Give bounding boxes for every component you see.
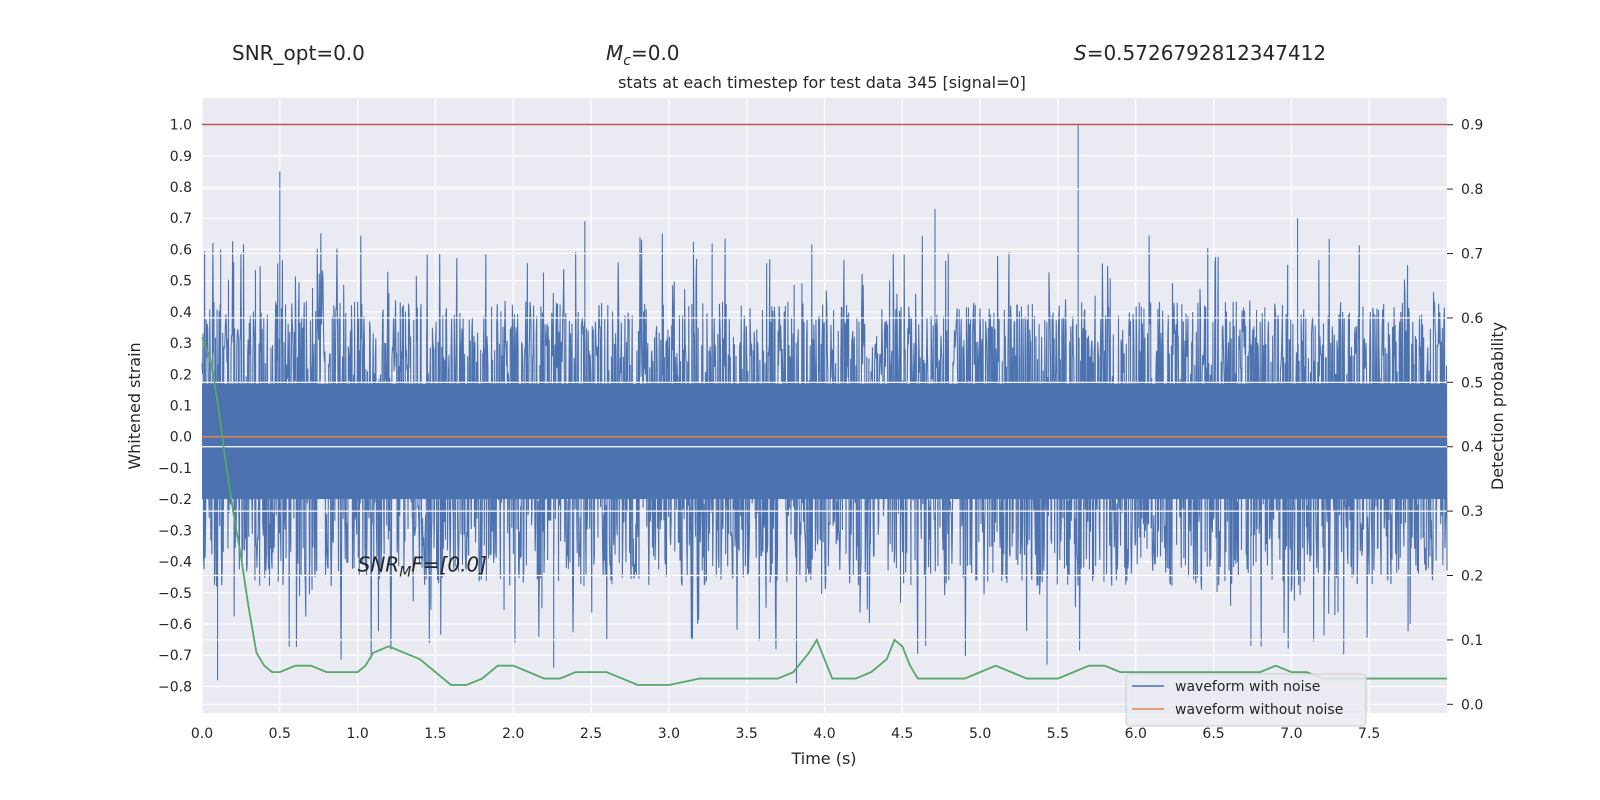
x-tick-label: 0.5 xyxy=(269,726,291,742)
y-tick-label: −0.1 xyxy=(158,461,192,477)
mc-symbol: M xyxy=(606,41,623,65)
legend: waveform with noise waveform without noi… xyxy=(1125,673,1367,727)
x-tick-label: 6.0 xyxy=(1125,726,1147,742)
snr-mf-rest: F=[0.0] xyxy=(411,553,487,577)
s-symbol: S xyxy=(1074,41,1087,65)
y2-tick-label: 0.8 xyxy=(1461,182,1483,198)
x-tick-label: 2.5 xyxy=(580,726,602,742)
x-tick-label: 5.5 xyxy=(1047,726,1069,742)
x-tick-label: 5.0 xyxy=(969,726,991,742)
y-tick-label: −0.2 xyxy=(158,492,192,508)
x-axis-ticks: 0.0 0.5 1.0 1.5 2.0 2.5 3.0 3.5 4.0 4.5 5.0 5.5 6.0 6… xyxy=(191,726,1380,742)
y2-tick-label: 0.1 xyxy=(1461,633,1483,649)
y-tick-label: 0.2 xyxy=(170,367,192,383)
y2-tick-label: 0.0 xyxy=(1461,697,1483,713)
x-tick-label: 3.5 xyxy=(736,726,758,742)
y2-tick-label: 0.7 xyxy=(1461,247,1483,263)
chart-title: stats at each timestep for test data 345… xyxy=(618,73,1026,92)
x-tick-label: 0.0 xyxy=(191,726,213,742)
x-tick-label: 4.0 xyxy=(813,726,835,742)
y-tick-label: 0.0 xyxy=(170,430,192,446)
y2-tick-label: 0.6 xyxy=(1461,311,1483,327)
x-tick-label: 7.0 xyxy=(1280,726,1302,742)
mc-subscript: c xyxy=(623,53,631,69)
y-tick-label: −0.3 xyxy=(158,523,192,539)
y-tick-label: 0.3 xyxy=(170,336,192,352)
snr-mf-sub: M xyxy=(399,565,411,581)
x-tick-label: 4.5 xyxy=(891,726,913,742)
mc-value: =0.0 xyxy=(631,41,680,65)
detection-probability-line xyxy=(201,336,1447,686)
snr-opt-label: SNR_opt=0.0 xyxy=(232,41,365,65)
y2-tick-label: 0.4 xyxy=(1461,440,1483,456)
legend-label-clean: waveform without noise xyxy=(1175,702,1343,718)
y-tick-label: −0.4 xyxy=(158,555,192,571)
x-tick-label: 1.5 xyxy=(424,726,446,742)
snr-mf-annotation: SNRMF=[0.0] xyxy=(358,553,487,581)
legend-label-noise: waveform with noise xyxy=(1175,679,1320,695)
y-tick-label: −0.7 xyxy=(158,648,192,664)
x-tick-label: 3.0 xyxy=(658,726,680,742)
y-tick-label: 1.0 xyxy=(170,118,192,134)
y2-tick-label: 0.2 xyxy=(1461,569,1483,585)
y-axis-ticks: 1.0 0.9 0.8 0.7 0.6 0.5 0.4 0.3 0.2 0.1 0.0 −0.1 −0.… xyxy=(158,118,192,696)
y-tick-label: −0.5 xyxy=(158,586,192,602)
y2-axis-label: Detection probability xyxy=(1488,322,1507,490)
s-value: =0.5726792812347412 xyxy=(1087,41,1326,65)
y2-tick-label: 0.3 xyxy=(1461,504,1483,520)
x-axis-label: Time (s) xyxy=(790,749,856,768)
y-tick-label: 0.6 xyxy=(170,242,192,258)
y-tick-label: 0.1 xyxy=(170,399,192,415)
noise-waveform-series xyxy=(201,124,1448,684)
chirp-mass-label: Mc=0.0 xyxy=(606,41,680,69)
detection-score-label: S=0.5726792812347412 xyxy=(1074,41,1326,65)
snr-mf-base: SNR xyxy=(358,553,400,577)
y2-tick-label: 0.5 xyxy=(1461,375,1483,391)
noise-waveform-core xyxy=(202,383,1447,500)
y-tick-label: 0.7 xyxy=(170,211,192,227)
y-tick-label: −0.8 xyxy=(158,679,192,695)
x-tick-label: 1.0 xyxy=(346,726,368,742)
x-tick-label: 6.5 xyxy=(1202,726,1224,742)
x-tick-label: 2.0 xyxy=(502,726,524,742)
y-axis-label: Whitened strain xyxy=(125,342,144,469)
y-tick-label: 0.9 xyxy=(170,149,192,165)
y-tick-label: −0.6 xyxy=(158,617,192,633)
legend-box xyxy=(1125,673,1367,727)
y-tick-label: 0.5 xyxy=(170,274,192,290)
y2-axis-ticks: 0.9 0.8 0.7 0.6 0.5 0.4 0.3 0.2 0.1 0.0 xyxy=(1447,118,1483,713)
y-tick-label: 0.8 xyxy=(170,180,192,196)
y-tick-label: 0.4 xyxy=(170,305,192,321)
x-tick-label: 7.5 xyxy=(1358,726,1380,742)
y2-tick-label: 0.9 xyxy=(1461,118,1483,134)
